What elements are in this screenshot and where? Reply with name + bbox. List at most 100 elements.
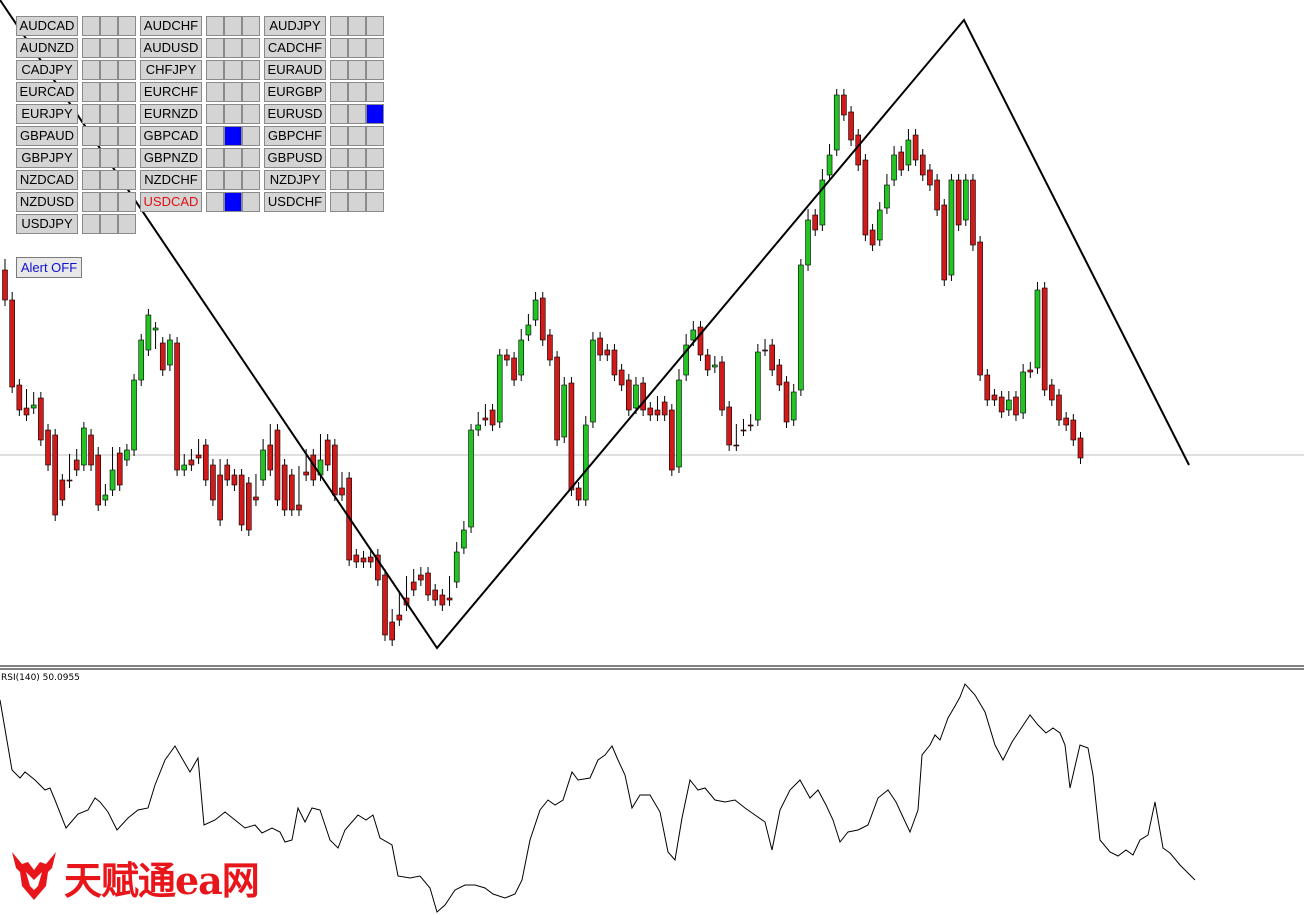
- signal-cell-cadjpy-3[interactable]: [118, 60, 136, 80]
- symbol-button-eurusd[interactable]: EURUSD: [264, 104, 326, 124]
- symbol-button-gbpcad[interactable]: GBPCAD: [140, 126, 202, 146]
- symbol-button-eurnzd[interactable]: EURNZD: [140, 104, 202, 124]
- signal-cell-euraud-3[interactable]: [366, 60, 384, 80]
- signal-cell-gbpjpy-1[interactable]: [82, 148, 100, 168]
- signal-cell-cadjpy-1[interactable]: [82, 60, 100, 80]
- signal-cell-audnzd-2[interactable]: [100, 38, 118, 58]
- signal-cell-cadchf-2[interactable]: [348, 38, 366, 58]
- signal-cell-audjpy-1[interactable]: [330, 16, 348, 36]
- signal-cell-nzdusd-3[interactable]: [118, 192, 136, 212]
- symbol-button-audchf[interactable]: AUDCHF: [140, 16, 202, 36]
- signal-cell-usdcad-3[interactable]: [242, 192, 260, 212]
- symbol-button-audusd[interactable]: AUDUSD: [140, 38, 202, 58]
- signal-cell-nzdcad-1[interactable]: [82, 170, 100, 190]
- signal-cell-cadjpy-2[interactable]: [100, 60, 118, 80]
- symbol-button-gbpaud[interactable]: GBPAUD: [16, 126, 78, 146]
- signal-cell-eurcad-3[interactable]: [118, 82, 136, 102]
- signal-cell-gbpcad-1[interactable]: [206, 126, 224, 146]
- symbol-button-euraud[interactable]: EURAUD: [264, 60, 326, 80]
- symbol-button-usdcad[interactable]: USDCAD: [140, 192, 202, 212]
- signal-cell-nzdchf-3[interactable]: [242, 170, 260, 190]
- signal-cell-audusd-1[interactable]: [206, 38, 224, 58]
- signal-cell-gbpchf-3[interactable]: [366, 126, 384, 146]
- signal-cell-nzdchf-2[interactable]: [224, 170, 242, 190]
- symbol-button-cadjpy[interactable]: CADJPY: [16, 60, 78, 80]
- signal-cell-nzdusd-2[interactable]: [100, 192, 118, 212]
- signal-cell-eurusd-3[interactable]: [366, 104, 384, 124]
- signal-cell-gbpaud-2[interactable]: [100, 126, 118, 146]
- signal-cell-eurusd-1[interactable]: [330, 104, 348, 124]
- signal-cell-chfjpy-3[interactable]: [242, 60, 260, 80]
- signal-cell-audnzd-3[interactable]: [118, 38, 136, 58]
- signal-cell-audusd-3[interactable]: [242, 38, 260, 58]
- signal-cell-usdchf-3[interactable]: [366, 192, 384, 212]
- signal-cell-usdcad-2[interactable]: [224, 192, 242, 212]
- signal-cell-usdchf-2[interactable]: [348, 192, 366, 212]
- symbol-button-eurcad[interactable]: EURCAD: [16, 82, 78, 102]
- signal-cell-gbpaud-3[interactable]: [118, 126, 136, 146]
- signal-cell-nzdcad-3[interactable]: [118, 170, 136, 190]
- symbol-button-gbpnzd[interactable]: GBPNZD: [140, 148, 202, 168]
- signal-cell-gbpchf-2[interactable]: [348, 126, 366, 146]
- symbol-button-nzdjpy[interactable]: NZDJPY: [264, 170, 326, 190]
- symbol-button-audjpy[interactable]: AUDJPY: [264, 16, 326, 36]
- signal-cell-eurnzd-3[interactable]: [242, 104, 260, 124]
- signal-cell-audchf-1[interactable]: [206, 16, 224, 36]
- signal-cell-chfjpy-1[interactable]: [206, 60, 224, 80]
- signal-cell-eurchf-1[interactable]: [206, 82, 224, 102]
- signal-cell-nzdusd-1[interactable]: [82, 192, 100, 212]
- signal-cell-chfjpy-2[interactable]: [224, 60, 242, 80]
- signal-cell-gbpusd-2[interactable]: [348, 148, 366, 168]
- signal-cell-gbpchf-1[interactable]: [330, 126, 348, 146]
- signal-cell-eurgbp-3[interactable]: [366, 82, 384, 102]
- signal-cell-gbpusd-3[interactable]: [366, 148, 384, 168]
- signal-cell-gbpcad-3[interactable]: [242, 126, 260, 146]
- signal-cell-eurcad-2[interactable]: [100, 82, 118, 102]
- symbol-button-gbpjpy[interactable]: GBPJPY: [16, 148, 78, 168]
- alert-toggle-button[interactable]: Alert OFF: [16, 257, 82, 278]
- symbol-button-eurchf[interactable]: EURCHF: [140, 82, 202, 102]
- signal-cell-cadchf-3[interactable]: [366, 38, 384, 58]
- signal-cell-eurchf-3[interactable]: [242, 82, 260, 102]
- signal-cell-nzdchf-1[interactable]: [206, 170, 224, 190]
- symbol-button-nzdchf[interactable]: NZDCHF: [140, 170, 202, 190]
- signal-cell-usdchf-1[interactable]: [330, 192, 348, 212]
- signal-cell-gbpjpy-2[interactable]: [100, 148, 118, 168]
- signal-cell-audusd-2[interactable]: [224, 38, 242, 58]
- signal-cell-gbpnzd-3[interactable]: [242, 148, 260, 168]
- symbol-button-audcad[interactable]: AUDCAD: [16, 16, 78, 36]
- signal-cell-audnzd-1[interactable]: [82, 38, 100, 58]
- signal-cell-audchf-2[interactable]: [224, 16, 242, 36]
- symbol-button-chfjpy[interactable]: CHFJPY: [140, 60, 202, 80]
- symbol-button-usdjpy[interactable]: USDJPY: [16, 214, 78, 234]
- signal-cell-eurnzd-2[interactable]: [224, 104, 242, 124]
- signal-cell-gbpaud-1[interactable]: [82, 126, 100, 146]
- signal-cell-audjpy-3[interactable]: [366, 16, 384, 36]
- signal-cell-audjpy-2[interactable]: [348, 16, 366, 36]
- signal-cell-gbpnzd-1[interactable]: [206, 148, 224, 168]
- signal-cell-eurjpy-1[interactable]: [82, 104, 100, 124]
- signal-cell-gbpnzd-2[interactable]: [224, 148, 242, 168]
- signal-cell-usdcad-1[interactable]: [206, 192, 224, 212]
- signal-cell-eurnzd-1[interactable]: [206, 104, 224, 124]
- symbol-button-nzdusd[interactable]: NZDUSD: [16, 192, 78, 212]
- symbol-button-gbpusd[interactable]: GBPUSD: [264, 148, 326, 168]
- signal-cell-audchf-3[interactable]: [242, 16, 260, 36]
- signal-cell-eurchf-2[interactable]: [224, 82, 242, 102]
- symbol-button-audnzd[interactable]: AUDNZD: [16, 38, 78, 58]
- signal-cell-gbpusd-1[interactable]: [330, 148, 348, 168]
- signal-cell-eurgbp-2[interactable]: [348, 82, 366, 102]
- symbol-button-nzdcad[interactable]: NZDCAD: [16, 170, 78, 190]
- signal-cell-audcad-2[interactable]: [100, 16, 118, 36]
- signal-cell-eurgbp-1[interactable]: [330, 82, 348, 102]
- signal-cell-euraud-2[interactable]: [348, 60, 366, 80]
- signal-cell-audcad-1[interactable]: [82, 16, 100, 36]
- signal-cell-nzdjpy-2[interactable]: [348, 170, 366, 190]
- signal-cell-usdjpy-3[interactable]: [118, 214, 136, 234]
- symbol-button-eurgbp[interactable]: EURGBP: [264, 82, 326, 102]
- symbol-button-eurjpy[interactable]: EURJPY: [16, 104, 78, 124]
- signal-cell-usdjpy-2[interactable]: [100, 214, 118, 234]
- signal-cell-gbpjpy-3[interactable]: [118, 148, 136, 168]
- signal-cell-eurjpy-3[interactable]: [118, 104, 136, 124]
- signal-cell-euraud-1[interactable]: [330, 60, 348, 80]
